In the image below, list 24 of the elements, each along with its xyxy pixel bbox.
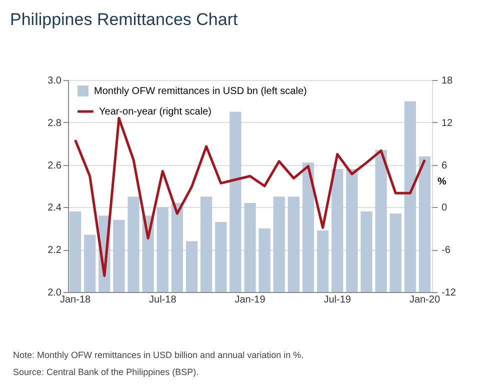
y2-tick-label: -6 <box>442 245 451 256</box>
y-tick-label: 2.0 <box>48 288 62 298</box>
legend-label: Monthly OFW remittances in USD bn (left scale) <box>94 86 307 97</box>
y-tick-label: 2.6 <box>48 160 62 172</box>
legend-label: Year-on-year (right scale) <box>99 106 212 118</box>
source-note: Source: Central Bank of the Philippines (BSP). <box>13 367 199 377</box>
chart-title: Philippines Remittances Chart <box>10 10 238 29</box>
y2-axis-title: % <box>438 176 446 188</box>
y-tick-label: 3.0 <box>48 76 62 86</box>
y2-tick-label: -12 <box>442 288 456 298</box>
x-tick-label: Jan-20 <box>409 294 440 306</box>
y-tick-label: 2.2 <box>48 245 62 256</box>
text: Note: Monthly OFW remittances in USD billion and annual variation in %. <box>13 350 304 360</box>
y2-tick-label: 18 <box>442 76 454 86</box>
line-series <box>74 116 426 277</box>
x-tick-label: Jan-19 <box>234 294 266 306</box>
x-tick-label: Jul-19 <box>324 294 352 306</box>
y-tick-label: 2.8 <box>48 118 62 129</box>
y2-tick-label: 12 <box>442 118 454 129</box>
y2-tick-label: 6 <box>442 160 448 172</box>
y-tick-label: 2.4 <box>48 202 62 214</box>
y2-tick-label: 0 <box>442 202 448 214</box>
x-tick-label: Jul-18 <box>149 294 177 306</box>
x-tick-label: Jan-18 <box>60 294 92 306</box>
